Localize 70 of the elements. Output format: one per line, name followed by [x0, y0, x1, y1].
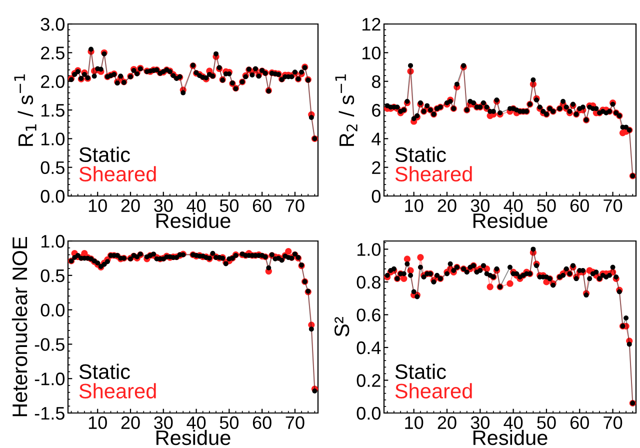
y-axis-title: Heteronuclear NOE [12, 236, 28, 416]
x-tick-label: 60 [252, 199, 272, 212]
y-tick-label: 1.5 [42, 104, 64, 117]
x-tick-label: 30 [154, 416, 173, 430]
x-tick-label: 20 [121, 199, 140, 212]
y-tick-label: 0.8 [356, 276, 380, 289]
y-tick-label: 2.5 [41, 46, 64, 60]
x-tick-label: 70 [286, 416, 304, 430]
y-tick-label: 4 [372, 132, 381, 146]
y-tick-label: 10 [362, 46, 381, 60]
y-tick-label: 0.0 [40, 304, 65, 317]
y-tick-label: 3.0 [40, 18, 65, 31]
y-tick-label: 12 [362, 18, 380, 31]
x-tick-label: 60 [570, 416, 589, 430]
y-tick-label: 2.0 [41, 75, 65, 88]
x-tick-label: 50 [220, 199, 239, 212]
y-tick-label: 0.0 [356, 406, 381, 420]
text: Static [79, 146, 130, 162]
x-tick-label: 30 [154, 199, 173, 212]
y-tick-label: 0.0 [40, 190, 65, 203]
x-axis-title: Residue [473, 212, 548, 228]
text: Sheared [79, 383, 156, 398]
x-tick-label: 10 [405, 416, 424, 430]
y-tick-label: 0.5 [40, 161, 64, 174]
text: Static [395, 364, 446, 380]
y-tick-label: -1.5 [34, 407, 64, 420]
x-tick-label: 50 [220, 416, 239, 430]
series-label: Static [395, 146, 446, 162]
x-tick-label: 70 [286, 199, 304, 212]
x-axis-title: Residue [473, 430, 548, 446]
x-tick-label: 70 [604, 416, 622, 430]
x-tick-label: 70 [604, 199, 622, 212]
x-tick-label: 10 [88, 199, 107, 212]
x-tick-label: 60 [252, 416, 272, 430]
y-tick-label: 0.5 [40, 269, 64, 282]
y-axis-title: R$_{2}$ / s$^{−1}$ [335, 74, 358, 146]
x-tick-label: 50 [537, 199, 556, 212]
y-tick-label: -1.0 [34, 372, 65, 386]
x-tick-label: 40 [504, 199, 523, 212]
y-tick-label: 1.0 [42, 132, 65, 146]
y-tick-label: -0.5 [34, 338, 64, 351]
x-tick-label: 20 [121, 416, 140, 430]
y-axis-title: R$_{1}$ / s$^{−1}$ [14, 74, 36, 146]
x-tick-label: 30 [470, 416, 490, 430]
x-tick-label: 40 [504, 416, 523, 430]
x-tick-label: 20 [438, 199, 456, 212]
x-tick-label: 10 [405, 199, 424, 212]
text: Static [79, 364, 130, 380]
text: Sheared [79, 166, 156, 182]
x-tick-label: 20 [438, 416, 456, 430]
x-tick-label: 10 [88, 416, 107, 430]
y-tick-label: 2 [372, 161, 380, 174]
x-axis-title: Residue [156, 430, 230, 446]
x-tick-label: 30 [470, 199, 490, 212]
x-tick-label: 60 [570, 199, 589, 212]
y-tick-label: 0.4 [356, 341, 381, 354]
x-tick-label: 40 [186, 416, 206, 430]
text: Sheared [395, 383, 472, 398]
text: Sheared [395, 166, 472, 182]
y-tick-label: 1.0 [358, 243, 381, 256]
x-tick-label: 50 [537, 416, 556, 430]
y-axis-title: S² [334, 316, 350, 336]
y-tick-label: 0.6 [356, 308, 380, 322]
x-tick-label: 40 [186, 199, 206, 212]
x-axis-title: Residue [156, 212, 230, 228]
y-tick-label: 6 [372, 104, 380, 117]
y-tick-label: 1.0 [42, 234, 65, 248]
y-tick-label: 0 [372, 190, 381, 203]
y-tick-label: 0.2 [356, 374, 380, 387]
y-tick-label: 8 [372, 75, 380, 88]
